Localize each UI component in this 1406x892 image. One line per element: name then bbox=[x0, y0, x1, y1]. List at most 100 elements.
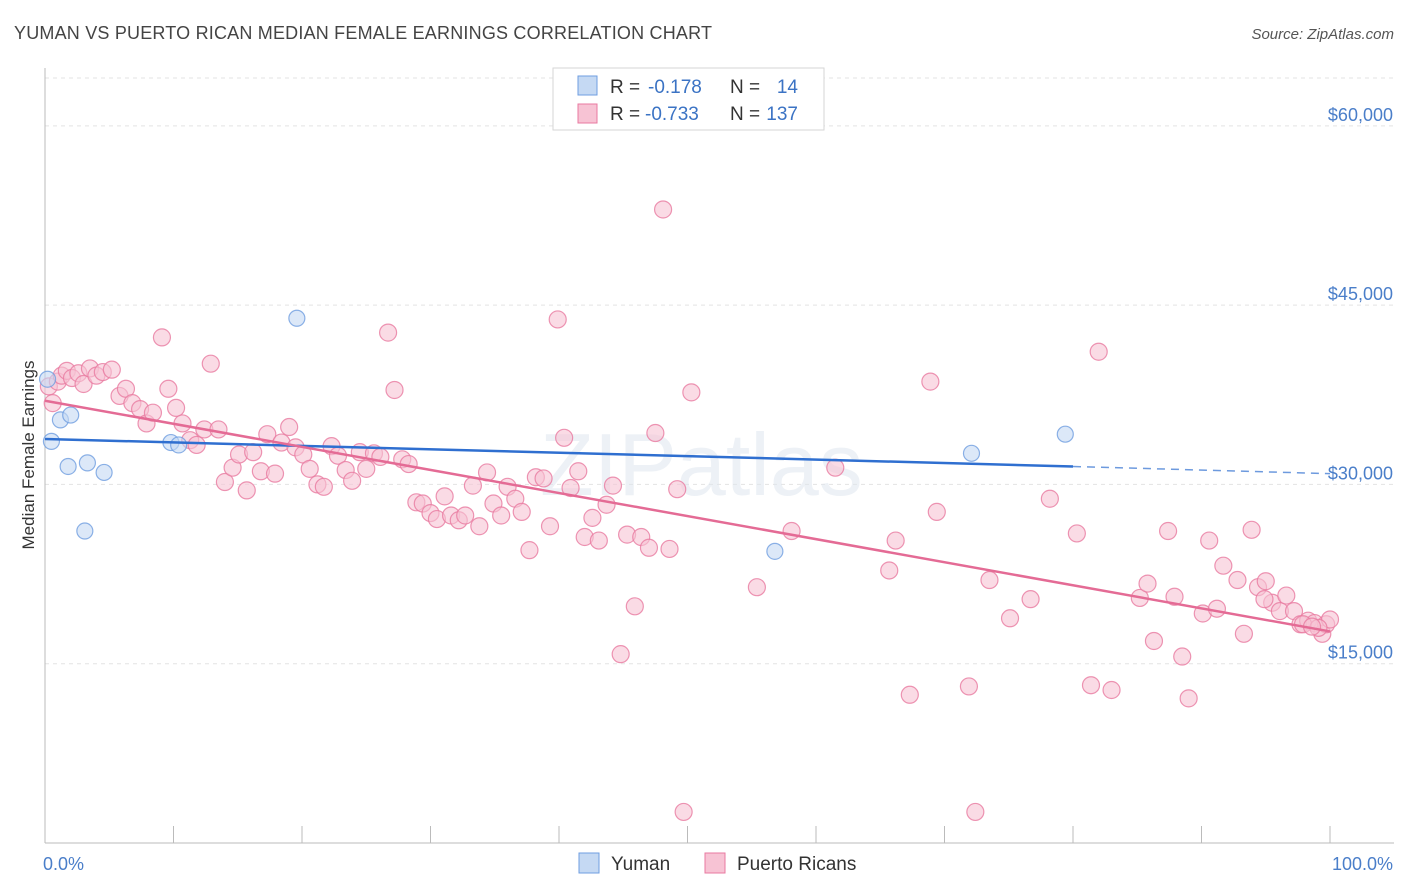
data-point bbox=[611, 645, 630, 664]
data-point bbox=[1000, 609, 1020, 628]
data-point bbox=[548, 310, 567, 329]
chart-source: Source: ZipAtlas.com bbox=[1251, 26, 1394, 43]
y-tick-labels: $15,000 $30,000 $45,000 $60,000 bbox=[1328, 105, 1393, 663]
data-point bbox=[1067, 524, 1086, 543]
data-point bbox=[766, 542, 784, 560]
legend-label-yuman: Yuman bbox=[611, 854, 670, 875]
data-point bbox=[1173, 647, 1192, 666]
data-point bbox=[1089, 342, 1108, 361]
data-point bbox=[900, 685, 919, 704]
trend-line-yuman bbox=[44, 437, 1074, 468]
legend-n-value: 137 bbox=[766, 104, 798, 125]
data-point bbox=[826, 458, 845, 477]
data-point bbox=[62, 406, 80, 424]
data-point bbox=[682, 383, 701, 402]
y-tick-label: $45,000 bbox=[1328, 284, 1393, 304]
data-point bbox=[1234, 624, 1254, 643]
data-point bbox=[59, 457, 77, 476]
correlation-legend: R = -0.178 N = 14 R = -0.733 N = 137 bbox=[552, 67, 825, 131]
data-point bbox=[42, 432, 61, 450]
series-legend: Yuman Puerto Ricans bbox=[578, 852, 856, 875]
data-point bbox=[95, 463, 113, 482]
data-point bbox=[1179, 689, 1198, 708]
data-point bbox=[1200, 531, 1219, 550]
trend-line-yuman-extension bbox=[1072, 465, 1331, 475]
data-point bbox=[921, 372, 940, 391]
data-point bbox=[38, 370, 57, 388]
data-point bbox=[653, 200, 673, 219]
data-point bbox=[209, 420, 228, 439]
legend-r-value: -0.178 bbox=[648, 77, 702, 98]
data-point bbox=[520, 541, 539, 560]
data-point bbox=[1207, 599, 1227, 618]
data-point bbox=[159, 379, 178, 398]
data-point bbox=[555, 428, 574, 447]
data-point bbox=[357, 459, 376, 478]
data-point bbox=[1214, 556, 1233, 575]
data-point bbox=[435, 487, 454, 506]
legend-r-label: R = bbox=[610, 77, 640, 98]
data-point bbox=[244, 443, 263, 462]
data-point bbox=[152, 328, 172, 347]
data-point bbox=[1277, 586, 1296, 605]
data-point bbox=[237, 481, 256, 500]
data-point bbox=[966, 802, 985, 822]
data-point bbox=[1102, 680, 1121, 700]
legend-n-value: 14 bbox=[777, 77, 799, 98]
y-tick-label: $15,000 bbox=[1328, 643, 1393, 663]
series-yuman bbox=[38, 309, 1074, 560]
data-point bbox=[74, 374, 93, 394]
data-point bbox=[980, 570, 999, 590]
data-point bbox=[569, 462, 588, 481]
data-point bbox=[1228, 570, 1247, 590]
data-point bbox=[385, 380, 404, 400]
trend-lines bbox=[44, 399, 1331, 633]
data-point bbox=[540, 517, 560, 536]
data-point bbox=[1255, 590, 1274, 609]
data-point bbox=[201, 354, 220, 373]
y-tick-label: $30,000 bbox=[1328, 463, 1393, 483]
data-point bbox=[561, 478, 580, 498]
data-point bbox=[886, 531, 905, 550]
data-point bbox=[597, 495, 616, 514]
data-point bbox=[288, 309, 306, 327]
data-point bbox=[76, 522, 94, 540]
data-point bbox=[215, 472, 234, 492]
data-point bbox=[639, 538, 659, 557]
legend-swatch-puerto-ricans bbox=[704, 852, 726, 874]
data-point bbox=[265, 464, 285, 483]
x-tick-labels: 0.0% 100.0% bbox=[43, 854, 1393, 874]
data-point bbox=[470, 517, 489, 536]
chart-title: YUMAN VS PUERTO RICAN MEDIAN FEMALE EARN… bbox=[14, 23, 712, 43]
data-point bbox=[747, 578, 766, 597]
data-point bbox=[78, 454, 97, 472]
data-point bbox=[187, 435, 206, 455]
data-point bbox=[170, 436, 188, 454]
data-point bbox=[1021, 590, 1040, 609]
data-point bbox=[1158, 521, 1178, 541]
data-point bbox=[512, 502, 531, 521]
x-tick-label: 0.0% bbox=[43, 854, 84, 874]
gridlines bbox=[45, 77, 1394, 665]
legend-box bbox=[552, 67, 825, 131]
data-point bbox=[674, 802, 693, 822]
data-point bbox=[1242, 520, 1261, 539]
data-point bbox=[1144, 631, 1164, 651]
legend-r-value: -0.733 bbox=[645, 104, 699, 125]
data-point bbox=[668, 480, 687, 499]
data-point bbox=[589, 531, 608, 550]
data-point bbox=[646, 423, 665, 443]
data-point bbox=[962, 444, 981, 462]
data-point bbox=[959, 677, 979, 696]
legend-swatch-yuman bbox=[577, 75, 598, 96]
data-point bbox=[880, 561, 899, 580]
legend-swatch-puerto-ricans bbox=[577, 103, 598, 124]
data-point bbox=[1081, 676, 1101, 695]
legend-label-puerto-ricans: Puerto Ricans bbox=[737, 854, 856, 875]
axes bbox=[44, 68, 1394, 844]
data-point bbox=[1138, 574, 1157, 593]
data-point bbox=[625, 597, 644, 616]
x-tick-label: 100.0% bbox=[1332, 854, 1393, 874]
watermark: ZIPatlas bbox=[540, 415, 863, 514]
